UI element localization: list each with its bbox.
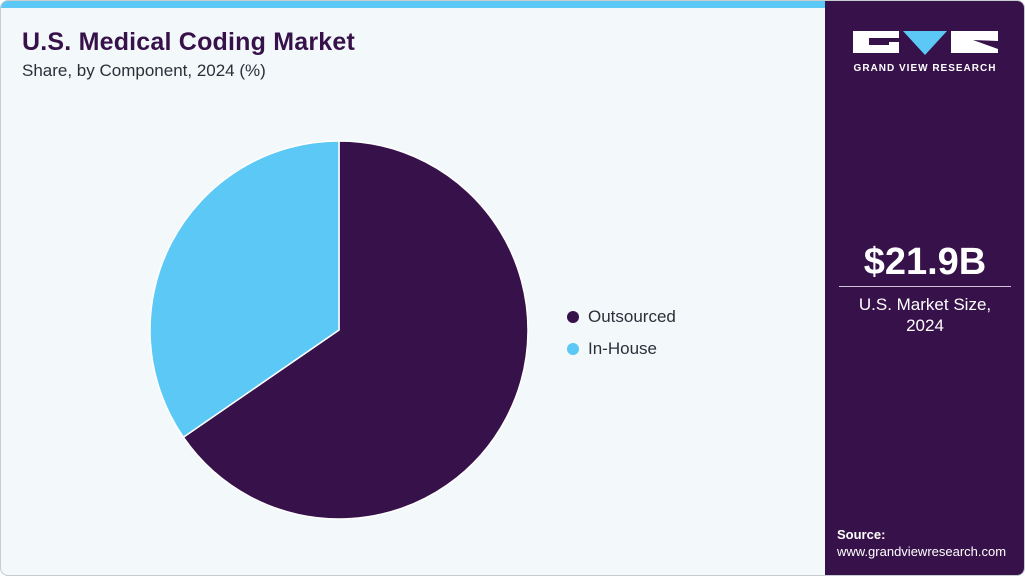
- divider: [839, 286, 1011, 287]
- gvr-logo-icon: [853, 31, 998, 55]
- legend-dot-icon: [567, 343, 579, 355]
- accent-top-bar: [1, 1, 825, 8]
- pie-slice-outsourced: [182, 140, 529, 520]
- source-label: Source:: [837, 527, 886, 542]
- pie-chart: [149, 140, 529, 520]
- pie-slice-in-house: [149, 140, 340, 439]
- legend-item-in-house: In-House: [567, 333, 676, 365]
- chart-title: U.S. Medical Coding Market: [22, 28, 356, 56]
- legend-label: In-House: [588, 339, 657, 358]
- legend: Outsourced In-House: [567, 301, 676, 365]
- market-size-label-line2: 2024: [906, 316, 944, 335]
- source-link[interactable]: www.grandviewresearch.com: [837, 544, 1007, 559]
- market-size-label: U.S. Market Size, 2024: [825, 294, 1024, 336]
- chart-subtitle: Share, by Component, 2024 (%): [22, 61, 266, 80]
- legend-label: Outsourced: [588, 307, 676, 326]
- market-size-label-line1: U.S. Market Size,: [858, 295, 992, 314]
- brand-name: GRAND VIEW RESEARCH: [853, 63, 997, 74]
- sidebar-panel: [825, 1, 1024, 575]
- legend-dot-icon: [567, 311, 579, 323]
- legend-item-outsourced: Outsourced: [567, 301, 676, 333]
- market-size-value: $21.9B: [863, 241, 987, 283]
